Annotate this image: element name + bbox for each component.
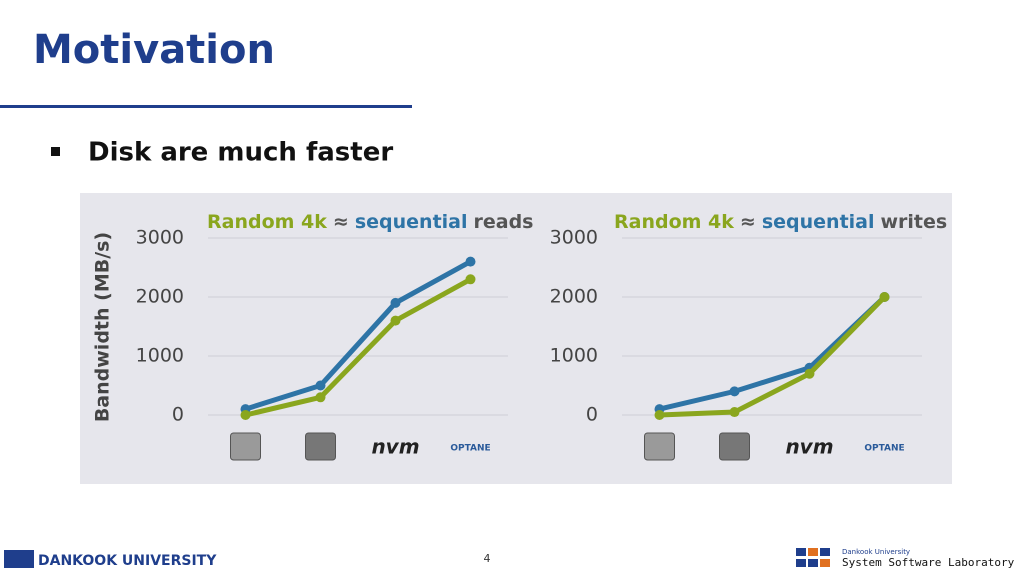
- data-point: [804, 368, 815, 379]
- category-icon: [644, 432, 675, 461]
- chart-title: Random 4k ≈ sequential writes: [614, 211, 947, 233]
- series-line: [244, 259, 472, 412]
- title-series-name: sequential: [355, 211, 468, 233]
- data-point: [240, 410, 251, 420]
- series-line: [659, 295, 887, 418]
- bullet-text: Disk are much faster: [88, 138, 393, 168]
- x-tick-label: nvm: [371, 435, 419, 459]
- data-point: [729, 386, 740, 397]
- chart-image: [80, 193, 952, 484]
- title-separator: ≈: [333, 211, 349, 233]
- x-tick-label: OPTANE: [450, 444, 490, 454]
- data-point: [465, 274, 476, 285]
- footer-right-top: Dankook University: [842, 548, 910, 556]
- y-tick-label: 2000: [550, 286, 598, 308]
- y-tick-label: 3000: [550, 227, 598, 249]
- y-tick-label: 1000: [136, 345, 184, 367]
- logo-square: [808, 548, 818, 556]
- bullet-marker: [51, 147, 60, 156]
- slide-title: Motivation: [33, 27, 275, 73]
- y-tick-label: 1000: [550, 345, 598, 367]
- data-point: [315, 392, 326, 403]
- footer-right-logo: Dankook University System Software Labor…: [796, 548, 1015, 569]
- data-point: [465, 256, 476, 267]
- y-axis-label: Bandwidth (MB/s): [92, 232, 114, 422]
- logo-square: [808, 559, 818, 567]
- data-point: [729, 407, 740, 418]
- data-point: [315, 380, 326, 391]
- category-icon: [719, 432, 750, 461]
- data-point: [879, 292, 890, 302]
- footer-left: DANKOOK UNIVERSITY: [38, 553, 217, 569]
- y-tick-label: 0: [172, 404, 184, 426]
- footer-left-logo: DANKOOK UNIVERSITY: [4, 550, 217, 569]
- y-tick-label: 2000: [136, 286, 184, 308]
- footer-right-bottom: System Software Laboratory: [842, 556, 1015, 569]
- y-tick-label: 0: [586, 404, 598, 426]
- x-tick-label: nvm: [785, 435, 833, 459]
- data-point: [390, 297, 401, 308]
- title-series-name: sequential: [762, 211, 875, 233]
- y-tick-label: 3000: [136, 227, 184, 249]
- category-icon: [230, 432, 261, 461]
- logo-square: [820, 559, 830, 567]
- logo-square: [796, 548, 806, 556]
- data-point: [654, 410, 665, 420]
- logo-square: [820, 548, 830, 556]
- title-rule: [0, 105, 412, 108]
- title-series-name: Random 4k: [614, 211, 734, 233]
- logo-square: [796, 559, 806, 567]
- x-tick-label: OPTANE: [864, 444, 904, 454]
- category-icon: [305, 432, 336, 461]
- logo-mark: [4, 550, 34, 568]
- title-series-name: Random 4k: [207, 211, 327, 233]
- title-suffix: writes: [881, 211, 948, 233]
- chart-title: Random 4k ≈ sequential reads: [207, 211, 534, 233]
- page-number: 4: [484, 552, 491, 565]
- title-suffix: reads: [474, 211, 534, 233]
- data-point: [390, 315, 401, 326]
- title-separator: ≈: [740, 211, 756, 233]
- series-line: [244, 277, 472, 418]
